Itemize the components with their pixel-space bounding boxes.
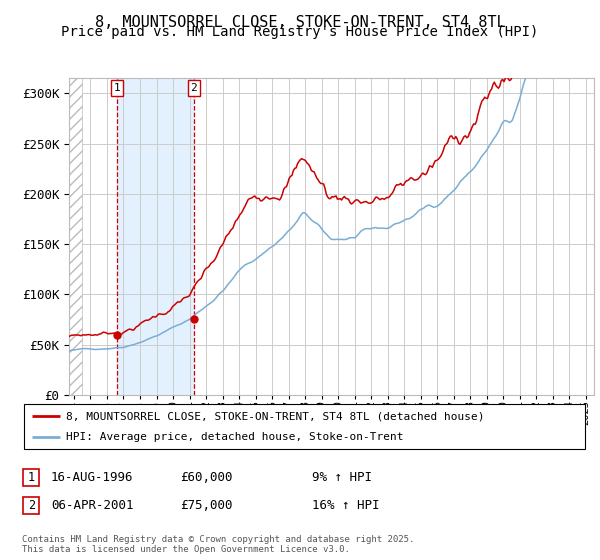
Text: 16-AUG-1996: 16-AUG-1996 (51, 470, 133, 484)
Text: Contains HM Land Registry data © Crown copyright and database right 2025.
This d: Contains HM Land Registry data © Crown c… (22, 535, 415, 554)
Text: 2: 2 (28, 498, 35, 512)
Text: 8, MOUNTSORREL CLOSE, STOKE-ON-TRENT, ST4 8TL: 8, MOUNTSORREL CLOSE, STOKE-ON-TRENT, ST… (95, 15, 505, 30)
Text: 9% ↑ HPI: 9% ↑ HPI (312, 470, 372, 484)
Text: 1: 1 (28, 470, 35, 484)
Text: 8, MOUNTSORREL CLOSE, STOKE-ON-TRENT, ST4 8TL (detached house): 8, MOUNTSORREL CLOSE, STOKE-ON-TRENT, ST… (66, 412, 485, 422)
FancyBboxPatch shape (23, 497, 40, 514)
Text: £75,000: £75,000 (180, 498, 233, 512)
Text: HPI: Average price, detached house, Stoke-on-Trent: HPI: Average price, detached house, Stok… (66, 432, 404, 442)
Bar (117, 78, 194, 395)
Text: Price paid vs. HM Land Registry's House Price Index (HPI): Price paid vs. HM Land Registry's House … (61, 25, 539, 39)
FancyBboxPatch shape (23, 469, 40, 486)
FancyBboxPatch shape (24, 404, 585, 449)
Bar (69, 78, 82, 395)
Text: £60,000: £60,000 (180, 470, 233, 484)
Text: 16% ↑ HPI: 16% ↑ HPI (312, 498, 380, 512)
Text: 2: 2 (191, 83, 197, 93)
Text: 06-APR-2001: 06-APR-2001 (51, 498, 133, 512)
Text: 1: 1 (114, 83, 121, 93)
